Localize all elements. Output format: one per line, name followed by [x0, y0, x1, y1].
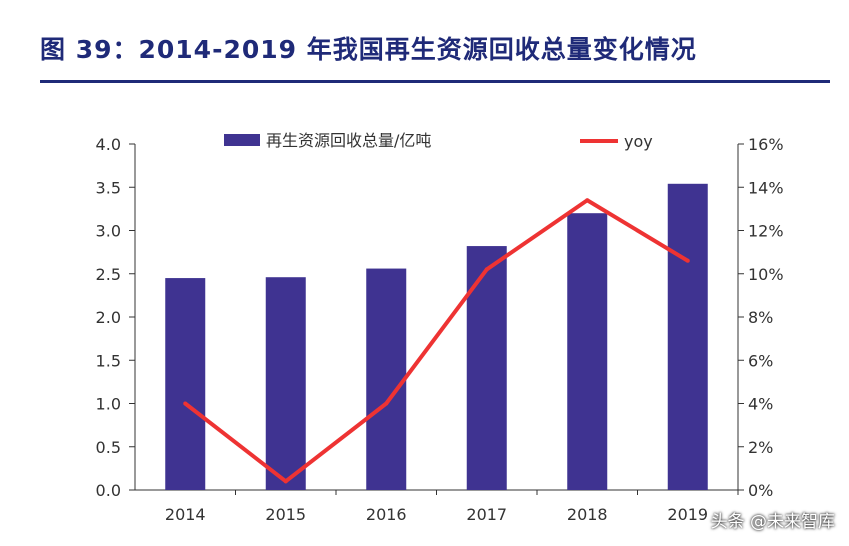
y-right-tick-label: 14%	[748, 178, 784, 197]
y-left-tick-label: 1.5	[96, 351, 121, 370]
bar-2018	[567, 213, 608, 490]
y-right-tick-label: 6%	[748, 351, 773, 370]
y-left-tick-label: 3.0	[96, 222, 121, 241]
y-right-tick-label: 10%	[748, 265, 784, 284]
yoy-point-2016	[384, 401, 389, 406]
watermark: 头条 @未来智库	[710, 512, 835, 532]
y-right-tick-label: 4%	[748, 395, 773, 414]
y-left-tick-label: 2.5	[96, 265, 121, 284]
y-left-tick-label: 3.5	[96, 178, 121, 197]
yoy-point-2014	[183, 401, 188, 406]
yoy-point-2019	[685, 258, 690, 263]
title-underline	[40, 80, 830, 83]
x-tick-label: 2016	[366, 505, 407, 524]
legend-bar-swatch	[224, 134, 260, 146]
yoy-point-2015	[283, 479, 288, 484]
bar-2014	[165, 278, 206, 490]
legend-bar-label: 再生资源回收总量/亿吨	[266, 131, 431, 150]
yoy-point-2018	[585, 198, 590, 203]
bar-2016	[366, 268, 407, 490]
bar-2019	[667, 183, 708, 491]
y-left-tick-label: 0.0	[96, 481, 121, 500]
x-tick-label: 2017	[466, 505, 507, 524]
yoy-point-2017	[484, 267, 489, 272]
bar-2015	[265, 277, 306, 490]
x-tick-label: 2014	[165, 505, 206, 524]
y-right-tick-label: 2%	[748, 438, 773, 457]
y-left-tick-label: 1.0	[96, 395, 121, 414]
y-right-tick-label: 8%	[748, 308, 773, 327]
y-right-tick-label: 12%	[748, 222, 784, 241]
y-right-tick-label: 16%	[748, 135, 784, 154]
x-tick-label: 2015	[265, 505, 306, 524]
x-tick-label: 2018	[567, 505, 608, 524]
y-left-tick-label: 0.5	[96, 438, 121, 457]
legend-line-label: yoy	[624, 132, 653, 151]
chart-title: 图 39：2014-2019 年我国再生资源回收总量变化情况	[40, 35, 697, 64]
yoy-line	[184, 198, 689, 484]
bar-2017	[466, 246, 507, 490]
y-left-tick-label: 2.0	[96, 308, 121, 327]
x-tick-label: 2019	[667, 505, 708, 524]
y-left-tick-label: 4.0	[96, 135, 121, 154]
y-right-tick-label: 0%	[748, 481, 773, 500]
